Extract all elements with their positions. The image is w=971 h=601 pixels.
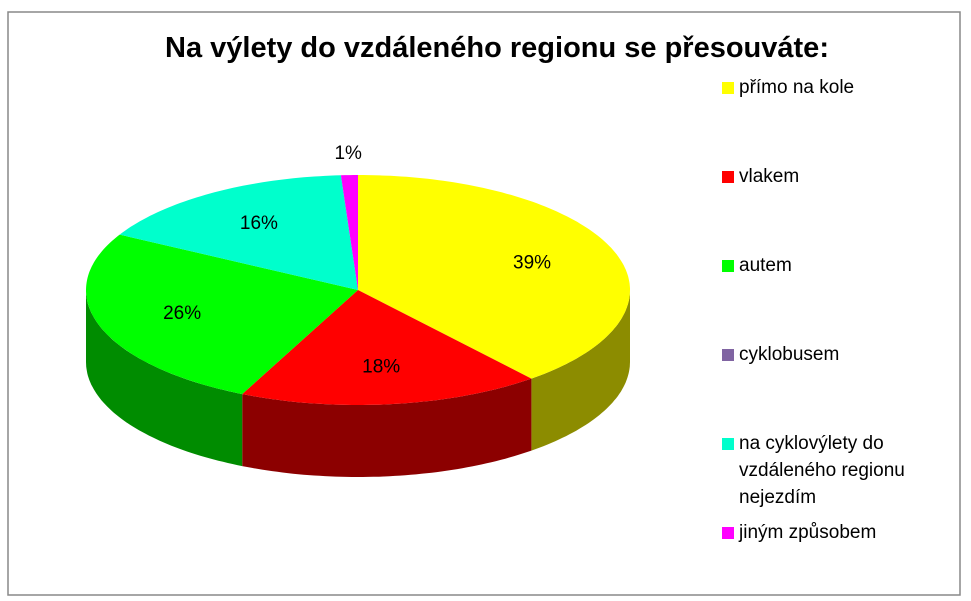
- slice-side: [531, 290, 630, 451]
- slice: [340, 175, 358, 290]
- pie-sides: [86, 290, 630, 477]
- slice-top: [119, 175, 358, 290]
- data-label: 26%: [163, 303, 201, 324]
- legend-label: přímo na kole: [739, 77, 855, 98]
- slice-side: [242, 378, 532, 477]
- slice-side: [86, 290, 243, 467]
- legend-label: vlakem: [739, 166, 800, 187]
- legend-swatch: [722, 82, 734, 94]
- slice-top: [340, 175, 358, 290]
- legend-label: cyklobusem: [739, 344, 840, 365]
- legend-item: přímo na kole: [722, 74, 922, 101]
- legend-swatch: [722, 260, 734, 272]
- legend-label: autem: [739, 255, 792, 276]
- legend-item: jiným způsobem: [722, 519, 922, 546]
- data-label: 18%: [362, 357, 400, 378]
- legend-item: vlakem: [722, 163, 922, 190]
- pie-tops: [86, 175, 630, 405]
- slice: [242, 290, 532, 405]
- data-label: 16%: [240, 213, 278, 234]
- slice: [358, 175, 630, 379]
- legend-item: na cyklovýlety do vzdáleného regionu nej…: [722, 430, 922, 511]
- data-label: 39%: [513, 253, 551, 274]
- legend-swatch: [722, 171, 734, 183]
- slice-top: [358, 175, 630, 379]
- legend-swatch: [722, 349, 734, 361]
- legend-label: jiným způsobem: [739, 522, 877, 543]
- legend-label: na cyklovýlety do vzdáleného regionu nej…: [739, 433, 905, 508]
- legend-item: autem: [722, 252, 922, 279]
- slice-top: [242, 290, 532, 405]
- chart-title: Na výlety do vzdáleného regionu se přeso…: [165, 32, 829, 64]
- slice-top: [86, 234, 358, 395]
- legend-swatch: [722, 438, 734, 450]
- slice: [119, 175, 358, 290]
- data-label: 1%: [334, 143, 362, 164]
- legend-item: cyklobusem: [722, 341, 922, 368]
- slice: [86, 234, 358, 395]
- legend-swatch: [722, 527, 734, 539]
